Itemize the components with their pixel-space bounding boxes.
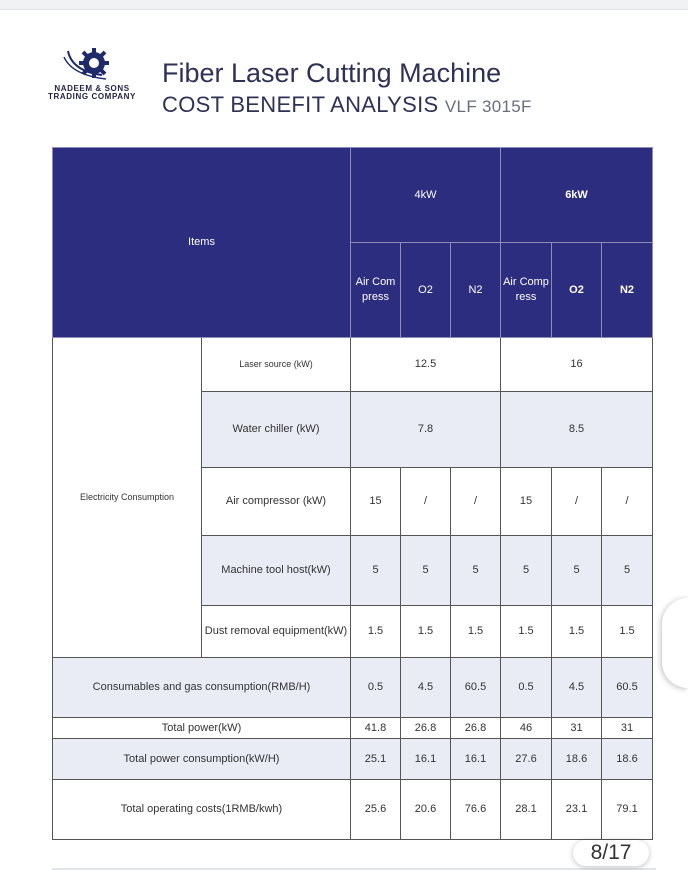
- cell: 41.8: [350, 717, 401, 739]
- subcol-header: O2: [400, 242, 451, 338]
- row-label: Air compressor (kW): [201, 467, 351, 536]
- cell: 18.6: [600, 738, 654, 780]
- cell: 1.5: [450, 605, 501, 658]
- cell: /: [600, 467, 654, 536]
- table-row: Consumables and gas consumption(RMB/H) 0.…: [52, 657, 654, 718]
- table-row: Electricity Consumption Laser source (kW…: [52, 337, 654, 658]
- model-number: VLF 3015F: [444, 97, 532, 116]
- cell: 20.6: [400, 779, 451, 840]
- company-name-line2: TRADING COMPANY: [48, 92, 136, 101]
- cell: 25.6: [350, 779, 401, 840]
- cell: 1.5: [600, 605, 654, 658]
- cell: 31: [551, 717, 602, 739]
- subtitle-text: COST BENEFIT ANALYSIS: [162, 92, 439, 117]
- cell: 31: [600, 717, 654, 739]
- cell: 16: [499, 337, 654, 392]
- row-label: Consumables and gas consumption(RMB/H): [52, 657, 351, 718]
- cell: 76.6: [450, 779, 501, 840]
- cell: 1.5: [551, 605, 602, 658]
- cell: 0.5: [350, 657, 401, 718]
- cell: 25.1: [350, 738, 401, 780]
- cell: 28.1: [500, 779, 552, 840]
- group-header-4kw: 4kW: [350, 147, 501, 243]
- cell: /: [551, 467, 602, 536]
- cell: 5: [600, 535, 654, 606]
- subcol-header: Air Compress: [350, 242, 401, 338]
- page-indicator: 8/17: [573, 840, 649, 866]
- electricity-label: Electricity Consumption: [52, 337, 202, 658]
- table-row: Total power(kW) 41.8 26.8 26.8 46 31 31: [52, 717, 654, 739]
- cell: 0.5: [500, 657, 552, 718]
- row-label: Water chiller (kW): [201, 391, 351, 468]
- cell: 4.5: [551, 657, 602, 718]
- cell: /: [400, 467, 451, 536]
- top-bar: [0, 0, 688, 10]
- row-label: Dust removal equipment(kW): [201, 605, 351, 658]
- gear-logo-icon: [63, 48, 109, 80]
- cell: 23.1: [551, 779, 602, 840]
- scroll-button[interactable]: [662, 598, 688, 688]
- table-row: Dust removal equipment(kW) 1.5 1.5 1.5 1.5 1.…: [53, 605, 654, 658]
- page-subtitle: COST BENEFIT ANALYSIS VLF 3015F: [162, 92, 532, 118]
- row-label: Total power consumption(kW/H): [52, 738, 351, 780]
- cell: 7.8: [350, 391, 501, 468]
- cell: 12.5: [350, 337, 501, 392]
- cell: 27.6: [500, 738, 552, 780]
- cell: 5: [500, 535, 552, 606]
- cost-table: Items 4kW 6kW Air Compress O2 N2 Air Com…: [52, 147, 654, 840]
- table-row: Total power consumption(kW/H) 25.1 16.1 16.…: [52, 738, 654, 780]
- cell: 5: [350, 535, 401, 606]
- table-row: Water chiller (kW) 7.8 8.5: [53, 391, 654, 468]
- cell: 1.5: [400, 605, 451, 658]
- cell: 18.6: [551, 738, 602, 780]
- row-label: Total operating costs(1RMB/kwh): [52, 779, 351, 840]
- cell: /: [450, 467, 501, 536]
- subcol-header: N2: [600, 242, 654, 338]
- items-header: Items: [52, 147, 351, 338]
- row-label: Machine tool host(kW): [201, 535, 351, 606]
- cell: 1.5: [350, 605, 401, 658]
- page-divider: [52, 868, 656, 870]
- cell: 5: [551, 535, 602, 606]
- row-label: Laser source (kW): [201, 337, 351, 392]
- company-logo: NADEEM & SONS TRADING COMPANY: [44, 45, 140, 110]
- cell: 1.5: [500, 605, 552, 658]
- cell: 15: [350, 467, 401, 536]
- cell: 60.5: [600, 657, 654, 718]
- page-title: Fiber Laser Cutting Machine: [162, 58, 502, 88]
- cell: 8.5: [499, 391, 654, 468]
- company-name-line1: NADEEM & SONS: [54, 84, 130, 93]
- table-row: Total operating costs(1RMB/kwh) 25.6 20.6 7…: [52, 779, 654, 840]
- subcol-header: Air Compress: [500, 242, 552, 338]
- cell: 5: [400, 535, 451, 606]
- subcol-header: N2: [450, 242, 501, 338]
- cell: 46: [500, 717, 552, 739]
- cell: 60.5: [450, 657, 501, 718]
- row-label: Total power(kW): [52, 717, 351, 739]
- cell: 15: [500, 467, 552, 536]
- table-row: Air compressor (kW) 15//15//: [53, 467, 654, 536]
- cell: 79.1: [600, 779, 654, 840]
- cell: 26.8: [400, 717, 451, 739]
- subcol-header: O2: [551, 242, 602, 338]
- group-header-6kw: 6kW: [499, 147, 654, 243]
- cell: 26.8: [450, 717, 501, 739]
- table-row: Machine tool host(kW) 5 5 5 5 5 5: [53, 535, 654, 606]
- cell: 5: [450, 535, 501, 606]
- cell: 16.1: [400, 738, 451, 780]
- cell: 16.1: [450, 738, 501, 780]
- cell: 4.5: [400, 657, 451, 718]
